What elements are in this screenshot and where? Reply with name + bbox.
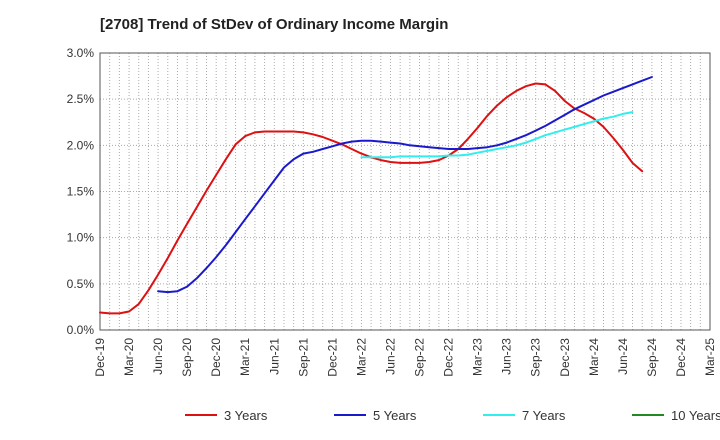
x-tick-label: Mar-24 xyxy=(587,338,601,376)
legend-label-3-years: 3 Years xyxy=(224,408,268,423)
x-axis: Dec-19 Mar-20 Jun-20 Sep-20 Dec-20 Mar-21 Jun-… xyxy=(93,338,717,377)
x-tick-label: Mar-25 xyxy=(703,338,717,376)
x-tick-label: Dec-22 xyxy=(442,338,456,377)
x-tick-label: Dec-19 xyxy=(93,338,107,377)
x-tick-label: Mar-20 xyxy=(122,338,136,376)
x-tick-label: Jun-22 xyxy=(383,338,397,375)
y-axis: 0.0% 0.5% 1.0% 1.5% 2.0% 2.5% 3.0% xyxy=(67,46,95,337)
x-tick-label: Sep-24 xyxy=(645,338,659,377)
x-tick-label: Mar-22 xyxy=(354,338,368,376)
series-layer xyxy=(99,76,653,315)
x-tick-label: Mar-21 xyxy=(238,338,252,376)
y-tick-label: 1.5% xyxy=(67,185,95,199)
x-tick-label: Dec-20 xyxy=(209,338,223,377)
x-tick-label: Jun-23 xyxy=(500,338,514,375)
legend-label-10-years: 10 Years xyxy=(671,408,720,423)
x-tick-label: Jun-20 xyxy=(151,338,165,375)
legend: 3 Years 5 Years 7 Years 10 Years xyxy=(185,408,720,423)
x-tick-label: Jun-24 xyxy=(616,338,630,375)
x-tick-label: Sep-20 xyxy=(180,338,194,377)
series-line-5-years xyxy=(157,76,653,294)
plot-frame xyxy=(99,52,711,331)
y-tick-label: 1.0% xyxy=(67,231,95,245)
x-tick-label: Mar-23 xyxy=(471,338,485,376)
chart-title: [2708] Trend of StDev of Ordinary Income… xyxy=(100,16,449,33)
y-tick-label: 3.0% xyxy=(67,46,95,60)
x-tick-label: Jun-21 xyxy=(267,338,281,375)
x-tick-label: Sep-23 xyxy=(529,338,543,377)
legend-label-7-years: 7 Years xyxy=(522,408,566,423)
x-tick-label: Dec-24 xyxy=(674,338,688,377)
y-tick-label: 2.0% xyxy=(67,138,95,152)
y-tick-label: 2.5% xyxy=(67,92,95,106)
x-tick-label: Sep-21 xyxy=(296,338,310,377)
x-tick-label: Dec-23 xyxy=(558,338,572,377)
y-tick-label: 0.5% xyxy=(67,277,95,291)
x-tick-label: Sep-22 xyxy=(413,338,427,377)
grid-layer xyxy=(100,53,710,330)
y-tick-label: 0.0% xyxy=(67,323,95,337)
x-tick-label: Dec-21 xyxy=(325,338,339,377)
series-line-7-years xyxy=(360,111,634,159)
legend-label-5-years: 5 Years xyxy=(373,408,417,423)
